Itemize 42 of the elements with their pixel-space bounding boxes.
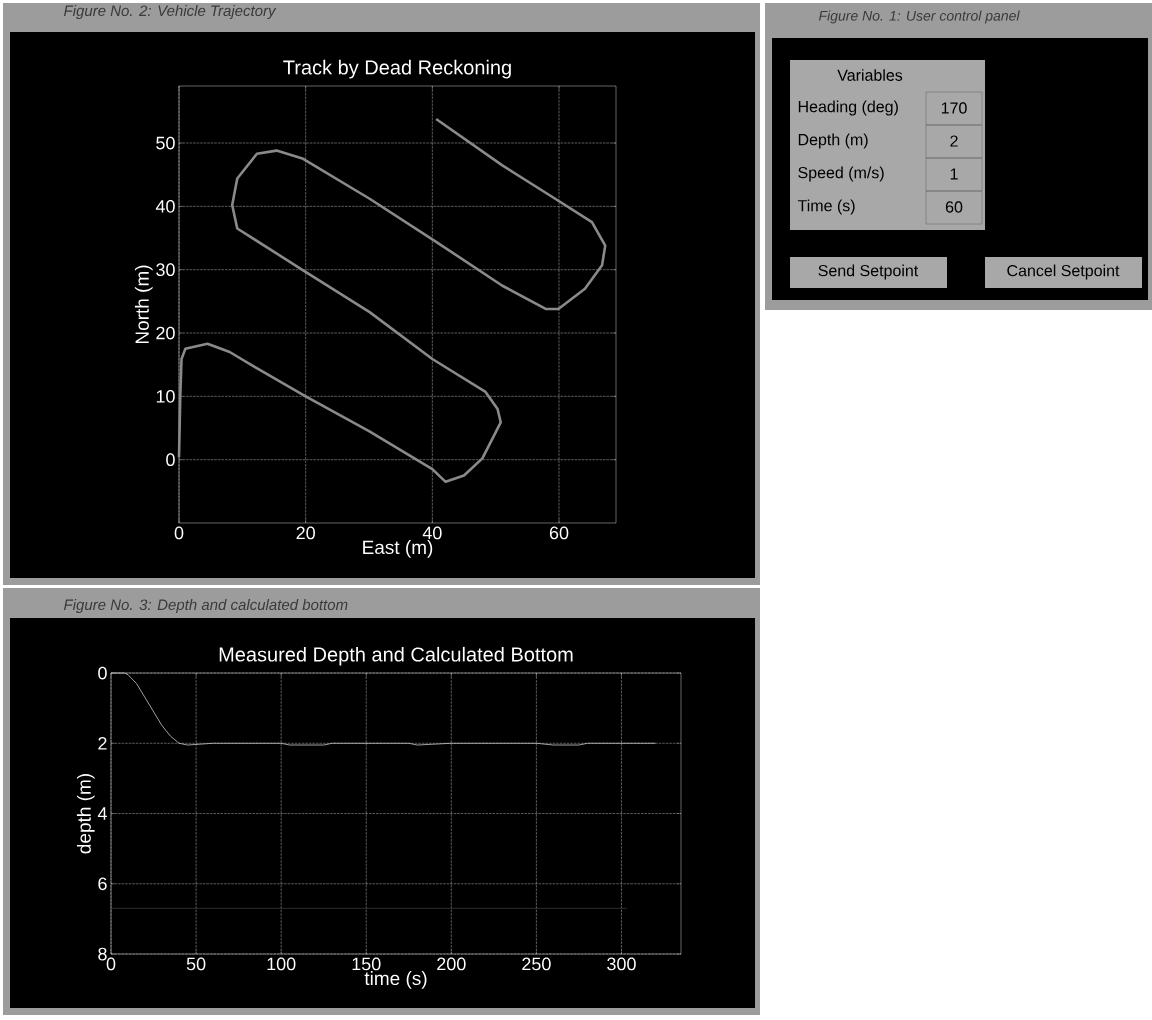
- x-tick-label: 150: [352, 957, 381, 971]
- chart-title: Measured Depth and Calculated Bottom: [219, 646, 573, 666]
- data-label: 2: [950, 135, 958, 147]
- x-tick-label: 50: [186, 957, 206, 971]
- y-tick-label: 30: [156, 263, 175, 277]
- y-tick-label: 2: [98, 736, 107, 750]
- text: Figure No. 3: Depth and calculated bottom: [63, 599, 348, 613]
- y-axis-title: depth (m): [76, 774, 95, 854]
- data-label: 1: [950, 168, 958, 180]
- x-axis-title: East (m): [363, 540, 433, 558]
- y-tick-label: 20: [156, 326, 175, 340]
- y-tick-label: 10: [156, 389, 175, 403]
- category-label: Depth (m): [798, 133, 868, 149]
- y-tick-label: 50: [156, 136, 175, 150]
- x-tick-label: 300: [607, 957, 636, 971]
- category-label: Heading (deg): [798, 100, 898, 116]
- x-axis-title: time (s): [364, 971, 427, 989]
- line-series: [177, 117, 607, 484]
- chart-title: Track by Dead Reckoning: [283, 59, 511, 79]
- data-label: 170: [941, 102, 967, 114]
- data-label: 60: [945, 201, 963, 213]
- y-tick-label: 6: [98, 877, 107, 891]
- y-tick-label: 0: [166, 453, 175, 467]
- x-tick-label: 60: [549, 526, 569, 540]
- category-label: Speed (m/s): [798, 166, 884, 182]
- y-tick-label: 0: [98, 666, 107, 680]
- y-axis-title: North (m): [134, 265, 153, 344]
- x-tick-label: 200: [437, 957, 466, 971]
- x-tick-label: 0: [174, 526, 184, 540]
- category-label: Time (s): [797, 199, 855, 215]
- x-tick-label: 250: [522, 957, 551, 971]
- text: Variables: [837, 69, 903, 81]
- y-tick-label: 8: [98, 947, 107, 961]
- text: Figure No. 1: User control panel: [818, 10, 1020, 24]
- text: Cancel Setpoint: [1007, 264, 1120, 280]
- y-tick-label: 4: [97, 807, 107, 820]
- x-tick-label: 100: [267, 957, 296, 971]
- y-tick-label: 40: [155, 199, 175, 213]
- x-tick-label: 20: [296, 526, 315, 540]
- x-tick-label: 40: [422, 526, 442, 540]
- text: Send Setpoint: [818, 264, 919, 280]
- text: Figure No. 2: Vehicle Trajectory: [63, 5, 277, 19]
